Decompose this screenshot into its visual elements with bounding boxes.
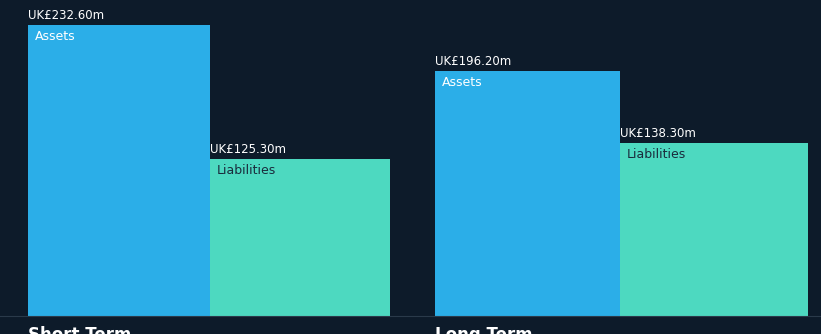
Bar bbox=[28, 25, 210, 316]
Text: Assets: Assets bbox=[442, 75, 483, 89]
Text: UK£196.20m: UK£196.20m bbox=[435, 54, 511, 67]
Text: Liabilities: Liabilities bbox=[627, 148, 686, 161]
Bar bbox=[620, 143, 808, 316]
Text: Long Term: Long Term bbox=[435, 326, 533, 334]
Text: UK£125.30m: UK£125.30m bbox=[210, 143, 286, 156]
Text: UK£138.30m: UK£138.30m bbox=[620, 127, 696, 140]
Text: Short Term: Short Term bbox=[28, 326, 131, 334]
Text: Assets: Assets bbox=[35, 30, 76, 43]
Text: UK£232.60m: UK£232.60m bbox=[28, 9, 104, 22]
Text: Liabilities: Liabilities bbox=[217, 164, 276, 177]
Bar bbox=[435, 70, 620, 316]
Bar bbox=[210, 159, 390, 316]
